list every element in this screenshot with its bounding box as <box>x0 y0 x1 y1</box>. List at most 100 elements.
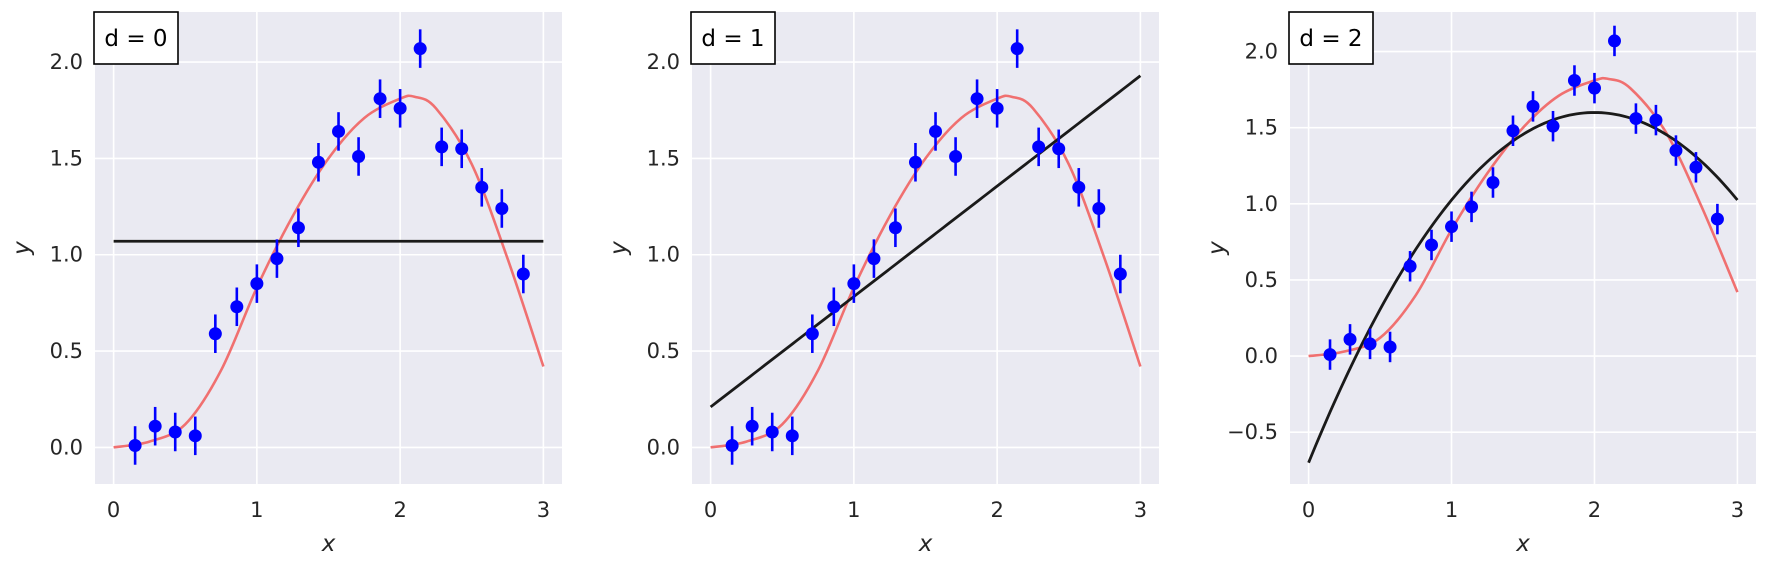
x-tick-label: 1 <box>1445 498 1458 522</box>
data-point <box>393 101 407 115</box>
plot-area <box>95 12 562 484</box>
data-point <box>1323 348 1337 362</box>
data-point <box>311 155 325 169</box>
data-point <box>745 419 759 433</box>
degree-badge: d = 2 <box>1299 26 1362 52</box>
data-point <box>1113 267 1127 281</box>
x-tick-label: 1 <box>847 498 860 522</box>
x-tick-label: 0 <box>1302 498 1315 522</box>
x-tick-label: 3 <box>1134 498 1147 522</box>
y-axis-label: y <box>9 241 35 256</box>
x-axis-label: x <box>1515 531 1530 557</box>
y-tick-label: 1.0 <box>647 243 680 267</box>
y-tick-label: 2.0 <box>647 50 680 74</box>
data-point <box>1010 42 1024 56</box>
data-point <box>352 149 366 163</box>
data-point <box>1629 112 1643 126</box>
data-point <box>765 425 779 439</box>
data-point <box>250 277 264 291</box>
y-tick-label: 0.5 <box>647 339 680 363</box>
true-curve <box>710 94 1142 449</box>
data-point <box>1669 144 1683 158</box>
data-point <box>1425 238 1439 252</box>
y-tick-label: 0.0 <box>647 435 680 459</box>
x-tick-label: 0 <box>704 498 717 522</box>
data-point <box>805 327 819 341</box>
data-point <box>1689 160 1703 174</box>
data-point <box>1403 259 1417 273</box>
degree-badge: d = 1 <box>701 26 764 52</box>
y-tick-label: 1.0 <box>1245 192 1278 216</box>
data-point <box>230 300 244 314</box>
y-axis-label: y <box>606 241 632 256</box>
data-point <box>1506 124 1520 138</box>
data-point <box>1546 119 1560 133</box>
data-point <box>1445 220 1459 234</box>
y-tick-label: 0.0 <box>1245 344 1278 368</box>
data-point <box>148 419 162 433</box>
fit-curve <box>709 74 1142 409</box>
data-point <box>413 42 427 56</box>
x-tick-label: 0 <box>107 498 120 522</box>
data-point <box>1092 202 1106 216</box>
x-axis-label: x <box>321 531 336 557</box>
y-tick-label: −0.5 <box>1227 420 1278 444</box>
panel-3: 0 1 2 3 −0.5 0.0 0.5 1.0 1.5 2.0 x y d = 2 <box>1204 11 1756 557</box>
data-point <box>725 438 739 452</box>
data-point <box>373 92 387 106</box>
data-point <box>929 124 943 138</box>
degree-badge: d = 0 <box>104 26 167 52</box>
data-point <box>1032 140 1046 154</box>
data-point <box>435 140 449 154</box>
data-point <box>1363 337 1377 351</box>
data-point <box>128 438 142 452</box>
y-axis-label: y <box>1204 241 1230 256</box>
data-point <box>1052 142 1066 156</box>
data-point <box>827 300 841 314</box>
y-tick-label: 0.0 <box>50 435 83 459</box>
plot-area <box>692 12 1159 484</box>
data-point <box>516 267 530 281</box>
x-tick-label: 2 <box>990 498 1003 522</box>
degree-badge-box <box>1288 11 1374 65</box>
fit-curve <box>1307 111 1739 464</box>
data-point <box>1526 99 1540 113</box>
y-tick-label: 2.0 <box>1245 40 1278 64</box>
data-point <box>949 149 963 163</box>
true-curve <box>113 94 545 449</box>
data-point <box>1486 176 1500 190</box>
data-point <box>1383 340 1397 354</box>
data-point <box>291 221 305 235</box>
y-tick-label: 1.0 <box>50 243 83 267</box>
x-tick-label: 3 <box>537 498 550 522</box>
x-tick-label: 2 <box>1588 498 1601 522</box>
data-point <box>1072 180 1086 194</box>
data-point <box>208 327 222 341</box>
x-tick-label: 2 <box>393 498 406 522</box>
x-tick-label: 3 <box>1731 498 1744 522</box>
data-point <box>1607 34 1621 48</box>
x-axis-label: x <box>918 531 933 557</box>
data-point <box>970 92 984 106</box>
data-point <box>495 202 509 216</box>
data-point <box>1710 212 1724 226</box>
degree-badge-box <box>93 11 179 65</box>
data-point <box>867 252 881 266</box>
data-point <box>1567 74 1581 88</box>
y-tick-label: 1.5 <box>1245 116 1278 140</box>
y-tick-label: 1.5 <box>50 146 83 170</box>
data-point <box>270 252 284 266</box>
y-tick-label: 0.5 <box>1245 268 1278 292</box>
data-point <box>1465 200 1479 214</box>
degree-badge-box <box>690 11 776 65</box>
data-point <box>1343 332 1357 346</box>
data-point <box>1649 113 1663 127</box>
y-tick-label: 1.5 <box>647 146 680 170</box>
data-point <box>188 429 202 443</box>
plot-area <box>1290 12 1756 484</box>
panel-2: 0 1 2 3 0.0 0.5 1.0 1.5 2.0 x y d = 1 <box>606 11 1159 557</box>
data-point <box>990 101 1004 115</box>
data-point <box>1587 81 1601 95</box>
data-point <box>455 142 469 156</box>
